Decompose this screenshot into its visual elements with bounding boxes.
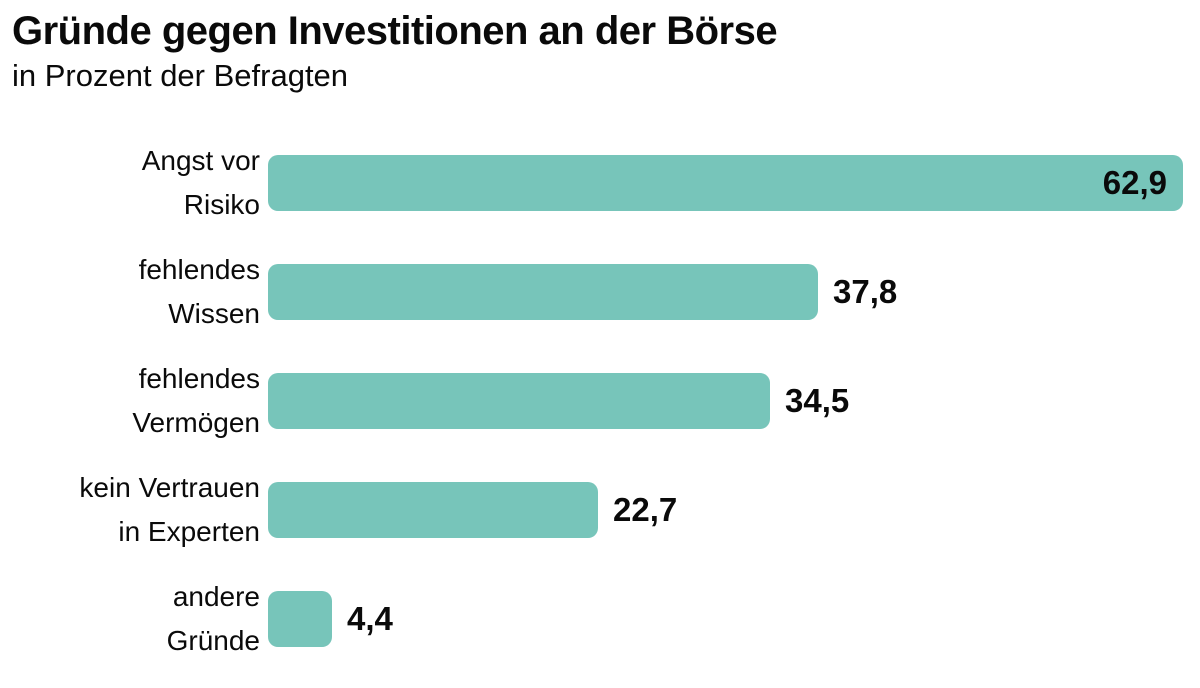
bar: [268, 481, 598, 538]
bar-value-label: 37,8: [833, 272, 898, 310]
bar-row: andere Gründe 4,4: [10, 564, 1200, 673]
bar-track: 62,9: [268, 128, 1200, 237]
bar-track: 4,4: [268, 564, 1200, 673]
bar-value-label: 62,9: [1102, 163, 1167, 201]
chart-title: Gründe gegen Investitionen an der Börse: [12, 9, 778, 53]
bar-value-label: 34,5: [785, 381, 850, 419]
category-label: andere Gründe: [166, 581, 260, 656]
bar-row: fehlendes Vermögen 34,5: [10, 346, 1200, 455]
bar: [268, 372, 770, 429]
category-label: kein Vertrauen in Experten: [79, 472, 260, 547]
bar: [268, 263, 818, 320]
bar: 62,9: [268, 154, 1183, 211]
bar-value-label: 22,7: [613, 490, 678, 528]
bar: [268, 590, 332, 647]
category-label: fehlendes Wissen: [138, 254, 260, 329]
bar-row: fehlendes Wissen 37,8: [10, 237, 1200, 346]
bar-row: Angst vor Risiko 62,9: [10, 128, 1200, 237]
bar-row: kein Vertrauen in Experten 22,7: [10, 455, 1200, 564]
chart-header: Gründe gegen Investitionen an der Börse …: [0, 0, 1200, 94]
chart-plot-area: Angst vor Risiko 62,9 fehlendes Wissen 3…: [0, 128, 1200, 673]
category-label: fehlendes Vermögen: [132, 363, 260, 438]
bar-value-label: 4,4: [347, 599, 393, 637]
category-label: Angst vor Risiko: [141, 145, 260, 220]
chart-subtitle: in Prozent der Befragten: [12, 58, 349, 93]
bar-track: 22,7: [268, 455, 1200, 564]
bar-track: 37,8: [268, 237, 1200, 346]
bar-track: 34,5: [268, 346, 1200, 455]
